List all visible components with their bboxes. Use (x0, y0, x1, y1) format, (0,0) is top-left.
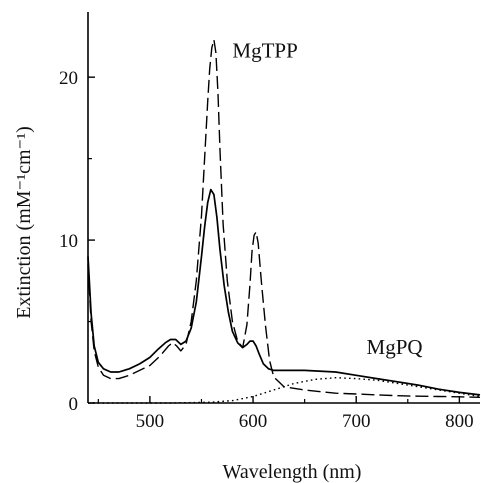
y-tick-label: 20 (59, 68, 78, 89)
x-tick-label: 700 (342, 411, 371, 432)
x-tick-label: 500 (136, 411, 165, 432)
series-line-solid (87, 188, 481, 396)
series-lines (87, 39, 481, 404)
x-tick-label: 800 (445, 411, 474, 432)
axis-ticks: 500 600 700 800 0 10 20 (59, 68, 474, 432)
y-tick-label: 10 (59, 231, 78, 252)
series-line-dotted (88, 377, 481, 404)
series-annotation: MgPQ (367, 335, 423, 359)
y-axis-title: Extinction (mM⁻¹cm⁻¹) (13, 126, 35, 319)
y-tick-label: 0 (69, 394, 79, 415)
chart-labels: MgTPP MgPQ Wavelength (nm) Extinction (mM⁻¹… (13, 39, 423, 483)
x-axis-title: Wavelength (nm) (223, 461, 362, 483)
series-line-dashed (87, 39, 481, 398)
x-tick-label: 600 (239, 411, 268, 432)
series-annotation: MgTPP (232, 39, 297, 63)
